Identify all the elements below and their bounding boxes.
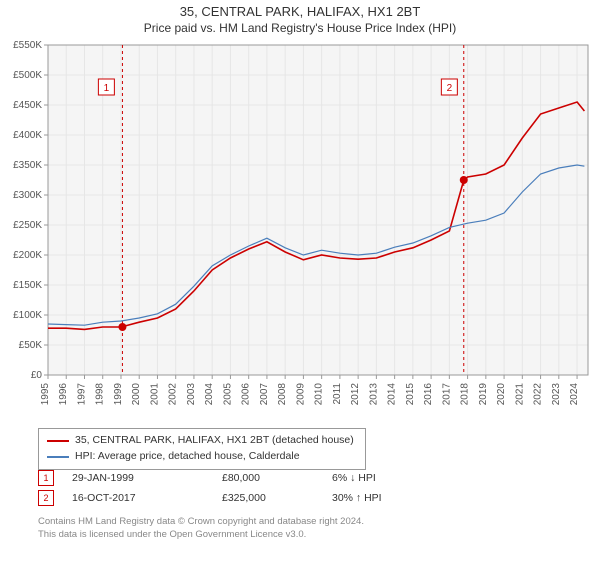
svg-text:£50K: £50K — [19, 340, 43, 351]
legend-label: HPI: Average price, detached house, Cald… — [75, 449, 300, 465]
chart: £0 £50K £100K £150K £200K £250K £300K £350K £400… — [0, 39, 600, 419]
sale-date: 16-OCT-2017 — [72, 492, 222, 504]
title-main: 35, CENTRAL PARK, HALIFAX, HX1 2BT — [0, 4, 600, 19]
svg-text:£150K: £150K — [13, 280, 42, 291]
svg-text:2004: 2004 — [204, 383, 215, 406]
svg-text:£350K: £350K — [13, 160, 42, 171]
svg-text:2016: 2016 — [423, 383, 434, 406]
sale-diff: 30% ↑ HPI — [332, 492, 442, 504]
legend-item: HPI: Average price, detached house, Cald… — [47, 449, 357, 465]
svg-text:2012: 2012 — [350, 383, 361, 406]
svg-text:£450K: £450K — [13, 100, 42, 111]
svg-text:2000: 2000 — [131, 383, 142, 406]
legend-swatch — [47, 456, 69, 458]
svg-text:2001: 2001 — [149, 383, 160, 406]
svg-text:2005: 2005 — [222, 383, 233, 406]
chart-svg: £0 £50K £100K £150K £200K £250K £300K £350K £400… — [0, 39, 600, 419]
table-row: 1 29-JAN-1999 £80,000 6% ↓ HPI — [38, 468, 568, 488]
table-row: 2 16-OCT-2017 £325,000 30% ↑ HPI — [38, 488, 568, 508]
svg-text:2003: 2003 — [186, 383, 197, 406]
svg-text:£200K: £200K — [13, 250, 42, 261]
footer: Contains HM Land Registry data © Crown c… — [38, 516, 364, 542]
sales-table: 1 29-JAN-1999 £80,000 6% ↓ HPI 2 16-OCT-… — [38, 468, 568, 508]
svg-text:2023: 2023 — [551, 383, 562, 406]
sale-date: 29-JAN-1999 — [72, 472, 222, 484]
svg-text:2013: 2013 — [368, 383, 379, 406]
svg-text:2010: 2010 — [314, 383, 325, 406]
svg-text:2008: 2008 — [277, 383, 288, 406]
svg-text:2018: 2018 — [460, 383, 471, 406]
svg-text:£550K: £550K — [13, 40, 42, 51]
marker-box: 2 — [38, 490, 54, 506]
svg-text:2014: 2014 — [387, 383, 398, 406]
svg-text:1995: 1995 — [40, 383, 51, 406]
svg-text:2019: 2019 — [478, 383, 489, 406]
svg-text:2002: 2002 — [168, 383, 179, 406]
sale-diff: 6% ↓ HPI — [332, 472, 442, 484]
legend: 35, CENTRAL PARK, HALIFAX, HX1 2BT (deta… — [38, 428, 366, 470]
svg-text:£500K: £500K — [13, 70, 42, 81]
svg-text:£300K: £300K — [13, 190, 42, 201]
legend-item: 35, CENTRAL PARK, HALIFAX, HX1 2BT (deta… — [47, 433, 357, 449]
svg-text:£100K: £100K — [13, 310, 42, 321]
legend-swatch — [47, 440, 69, 442]
sale-price: £325,000 — [222, 492, 332, 504]
svg-text:2: 2 — [447, 83, 453, 94]
footer-line: Contains HM Land Registry data © Crown c… — [38, 516, 364, 529]
svg-text:2017: 2017 — [441, 383, 452, 406]
svg-text:£0: £0 — [31, 370, 43, 381]
svg-text:2024: 2024 — [569, 383, 580, 406]
footer-line: This data is licensed under the Open Gov… — [38, 529, 364, 542]
svg-text:2006: 2006 — [241, 383, 252, 406]
svg-text:2011: 2011 — [332, 383, 343, 405]
sale-price: £80,000 — [222, 472, 332, 484]
svg-text:1996: 1996 — [58, 383, 69, 406]
svg-text:1999: 1999 — [113, 383, 124, 406]
svg-text:£400K: £400K — [13, 130, 42, 141]
svg-text:1998: 1998 — [95, 383, 106, 406]
svg-text:2022: 2022 — [533, 383, 544, 406]
svg-text:2021: 2021 — [514, 383, 525, 406]
svg-text:2009: 2009 — [295, 383, 306, 406]
svg-text:2015: 2015 — [405, 383, 416, 406]
svg-text:1: 1 — [104, 83, 110, 94]
svg-text:1997: 1997 — [76, 383, 87, 406]
svg-text:2007: 2007 — [259, 383, 270, 406]
marker-box: 1 — [38, 470, 54, 486]
title-sub: Price paid vs. HM Land Registry's House … — [0, 21, 600, 35]
svg-text:2020: 2020 — [496, 383, 507, 406]
legend-label: 35, CENTRAL PARK, HALIFAX, HX1 2BT (deta… — [75, 433, 354, 449]
svg-text:£250K: £250K — [13, 220, 42, 231]
